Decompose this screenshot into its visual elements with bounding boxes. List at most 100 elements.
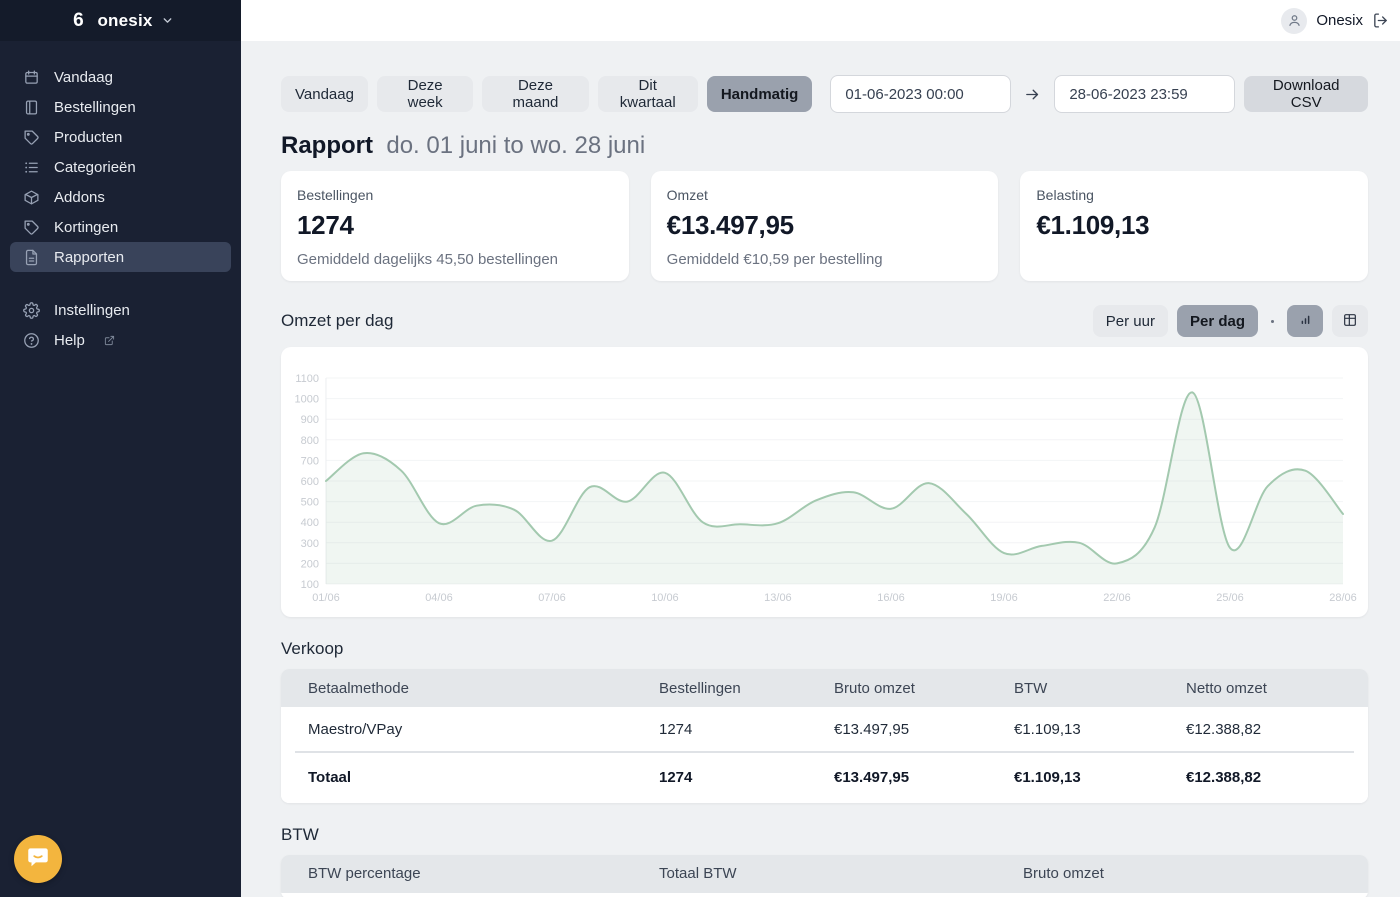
svg-text:07/06: 07/06 [538,592,565,604]
total-btw: €1.109,13 [1014,769,1186,786]
table-icon [1342,312,1358,331]
cell-netto-omzet: €12.388,82 [1186,721,1341,738]
sidebar-item-vandaag[interactable]: Vandaag [10,62,231,92]
preset-deze-week-button[interactable]: Deze week [377,76,473,112]
svg-text:100: 100 [301,579,319,591]
report-range: do. 01 juni to wo. 28 juni [380,132,646,159]
download-csv-button[interactable]: Download CSV [1244,76,1368,112]
stat-value: 1274 [297,210,613,241]
preset-handmatig-button[interactable]: Handmatig [707,76,813,112]
date-from-input[interactable] [830,75,1011,113]
area-chart: 1100100090080070060050040030020010001/06… [281,347,1368,617]
app-window: 6 onesix Vandaag Bestellingen Producten … [0,0,1400,897]
onesix-logo-icon: 6 [67,10,89,32]
gear-icon [23,301,41,319]
svg-text:900: 900 [301,414,319,426]
svg-text:1000: 1000 [295,394,319,406]
svg-text:19/06: 19/06 [990,592,1017,604]
cell-btw: €1.109,13 [1014,721,1186,738]
svg-text:400: 400 [301,517,319,529]
sidebar-item-categorieen[interactable]: Categorieën [10,152,231,182]
total-label: Totaal [308,769,659,786]
total-netto-omzet: €12.388,82 [1186,769,1341,786]
per-dag-toggle[interactable]: Per dag [1177,305,1258,337]
calendar-icon [23,68,41,86]
sidebar-item-addons[interactable]: Addons [10,182,231,212]
tag-icon [23,218,41,236]
sidebar-item-help[interactable]: Help [10,325,231,355]
svg-text:200: 200 [301,558,319,570]
date-to-input[interactable] [1054,75,1235,113]
chevron-down-icon [161,14,174,27]
chat-bubble-icon [25,844,51,875]
sidebar-item-kortingen[interactable]: Kortingen [10,212,231,242]
total-bestellingen: 1274 [659,769,834,786]
user-name: Onesix [1316,12,1363,29]
col-betaalmethode: Betaalmethode [308,680,659,697]
table-header-row: BTW percentage Totaal BTW Bruto omzet [281,855,1368,893]
verkoop-title: Verkoop [281,639,343,659]
table-view-button[interactable] [1332,305,1368,337]
stat-subtext: Gemiddeld dagelijks 45,50 bestellingen [297,251,613,268]
table-total-row: Totaal 1274 €13.497,95 €1.109,13 €12.388… [281,753,1368,803]
stat-card-bestellingen: Bestellingen 1274 Gemiddeld dagelijks 45… [281,171,629,281]
sidebar-item-label: Producten [54,129,122,146]
stat-label: Belasting [1036,187,1352,203]
content: Vandaag Deze week Deze maand Dit kwartaa… [241,41,1400,897]
stat-card-omzet: Omzet €13.497,95 Gemiddeld €10,59 per be… [651,171,999,281]
report-title: Rapport [281,132,373,159]
tag-icon [23,128,41,146]
chat-widget-button[interactable] [14,835,62,883]
sidebar-nav: Vandaag Bestellingen Producten Categorie… [0,41,241,355]
svg-text:01/06: 01/06 [312,592,339,604]
cell-bruto-omzet: €13.497,95 [834,721,1014,738]
preset-vandaag-button[interactable]: Vandaag [281,76,368,112]
cell-bestellingen: 1274 [659,721,834,738]
logout-icon[interactable] [1372,12,1389,29]
col-btw-percentage: BTW percentage [308,865,659,882]
filter-row: Vandaag Deze week Deze maand Dit kwartaa… [281,75,1368,113]
sidebar-item-label: Bestellingen [54,99,136,116]
help-icon [23,331,41,349]
svg-text:04/06: 04/06 [425,592,452,604]
col-netto-omzet: Netto omzet [1186,680,1341,697]
nav-spacer [10,272,231,295]
preset-dit-kwartaal-button[interactable]: Dit kwartaal [598,76,698,112]
sidebar: 6 onesix Vandaag Bestellingen Producten … [0,0,241,897]
svg-text:16/06: 16/06 [877,592,904,604]
sidebar-item-label: Categorieën [54,159,136,176]
svg-text:1100: 1100 [295,373,319,385]
stat-subtext: Gemiddeld €10,59 per bestelling [667,251,983,268]
svg-text:800: 800 [301,435,319,447]
bar-chart-icon [1298,312,1313,330]
preset-deze-maand-button[interactable]: Deze maand [482,76,588,112]
sidebar-item-producten[interactable]: Producten [10,122,231,152]
sidebar-item-label: Kortingen [54,219,118,236]
book-icon [23,98,41,116]
col-btw: BTW [1014,680,1186,697]
separator-dot [1271,320,1274,323]
sidebar-item-instellingen[interactable]: Instellingen [10,295,231,325]
svg-text:22/06: 22/06 [1103,592,1130,604]
main-area: Onesix Vandaag Deze week Deze maand Dit … [241,0,1400,897]
document-icon [23,248,41,266]
chart-view-button[interactable] [1287,305,1323,337]
sidebar-item-label: Addons [54,189,105,206]
sidebar-item-rapporten[interactable]: Rapporten [10,242,231,272]
chart-controls: Per uur Per dag [1093,305,1368,337]
btw-title: BTW [281,825,319,845]
arrow-right-icon [1024,86,1041,103]
brand-menu[interactable]: 6 onesix [0,0,241,41]
svg-text:25/06: 25/06 [1216,592,1243,604]
table-header-row: Betaalmethode Bestellingen Bruto omzet B… [281,669,1368,707]
sidebar-item-label: Help [54,332,85,349]
col-bestellingen: Bestellingen [659,680,834,697]
verkoop-section-head: Verkoop [281,639,1368,659]
svg-text:500: 500 [301,497,319,509]
stat-value: €1.109,13 [1036,210,1352,241]
svg-text:300: 300 [301,538,319,550]
btw-section-head: BTW [281,825,1368,845]
per-uur-toggle[interactable]: Per uur [1093,305,1168,337]
sidebar-item-bestellingen[interactable]: Bestellingen [10,92,231,122]
col-bruto-omzet: Bruto omzet [834,680,1014,697]
